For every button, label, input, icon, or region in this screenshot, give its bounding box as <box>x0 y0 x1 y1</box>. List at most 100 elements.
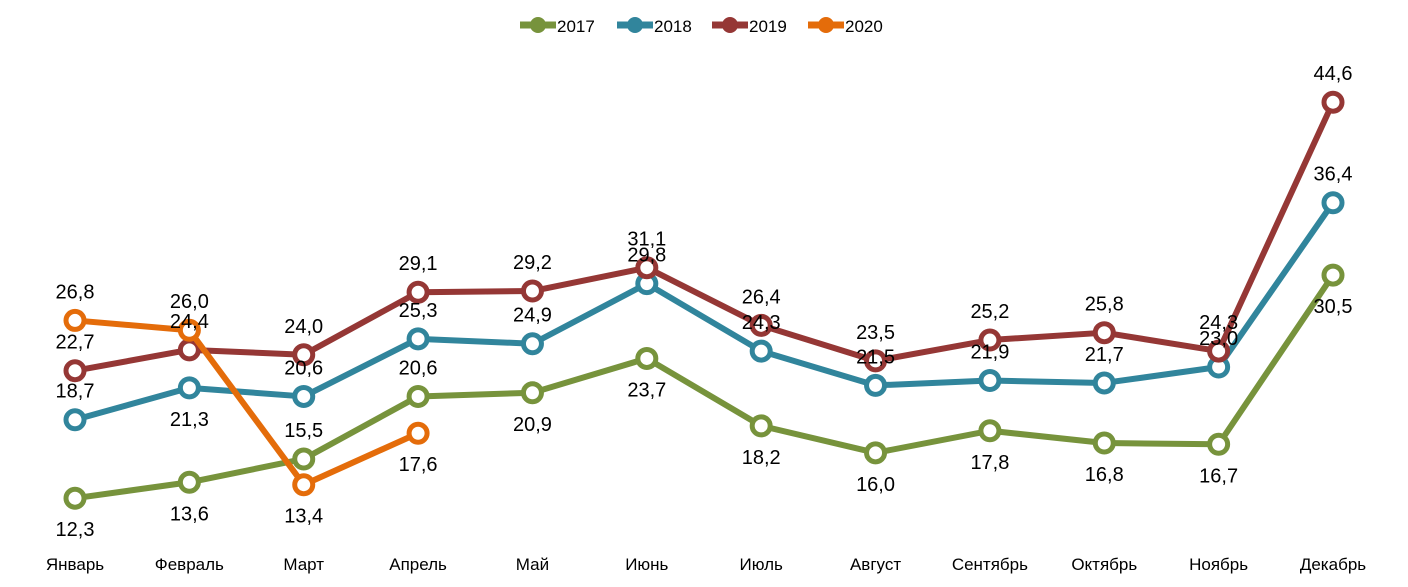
data-label-2017-9: 17,8 <box>970 452 1009 474</box>
point-2017-3 <box>292 447 316 471</box>
x-tick-label: Декабрь <box>1300 555 1366 574</box>
data-label-2018-8: 21,5 <box>856 346 895 368</box>
point-2017-9 <box>978 419 1002 443</box>
point-2017-10 <box>1092 431 1116 455</box>
data-label-2019-7: 26,4 <box>742 286 781 308</box>
legend-marker <box>722 17 738 33</box>
data-label-2018-9: 21,9 <box>970 342 1009 364</box>
data-label-2019-6: 31,1 <box>627 229 666 251</box>
data-label-2018-3: 20,6 <box>284 357 323 379</box>
data-label-2020-3: 13,4 <box>284 506 323 528</box>
point-2019-9 <box>978 328 1002 352</box>
data-label-2017-1: 12,3 <box>56 519 95 541</box>
point-2017-12 <box>1321 263 1345 287</box>
data-label-2017-2: 13,6 <box>170 503 209 525</box>
point-2017-11 <box>1207 432 1231 456</box>
point-2019-3 <box>292 343 316 367</box>
x-tick-label: Январь <box>46 555 104 574</box>
x-tick-label: Май <box>516 555 549 574</box>
point-2018-7 <box>749 339 773 363</box>
data-label-2019-8: 23,5 <box>856 322 895 344</box>
x-tick-label: Февраль <box>155 555 224 574</box>
data-label-2018-11: 23,0 <box>1199 328 1238 350</box>
point-2018-10 <box>1092 371 1116 395</box>
line-2020 <box>74 317 420 488</box>
data-label-2017-4: 20,6 <box>399 357 438 379</box>
series-lines <box>63 90 1345 510</box>
legend-marker <box>818 17 834 33</box>
series-2017 <box>63 263 1345 510</box>
legend-label: 2020 <box>845 17 883 36</box>
data-label-2020-1: 26,8 <box>56 281 95 303</box>
point-2020-2 <box>177 318 201 342</box>
data-label-2017-7: 18,2 <box>742 447 781 469</box>
data-label-2019-10: 25,8 <box>1085 294 1124 316</box>
data-labels: 12,3 13,6 15,5 20,6 20,9 23,7 18,2 16,0 17,8 16,8… <box>56 63 1353 541</box>
series-2018 <box>63 191 1345 432</box>
legend-item-2017: 2017 <box>520 17 595 36</box>
data-label-2019-5: 29,2 <box>513 252 552 274</box>
legend-marker <box>627 17 643 33</box>
series-2020 <box>63 308 430 497</box>
point-2019-4 <box>406 280 430 304</box>
data-label-2017-5: 20,9 <box>513 414 552 436</box>
legend-label: 2017 <box>557 17 595 36</box>
data-label-2018-4: 25,3 <box>399 300 438 322</box>
data-label-2019-1: 22,7 <box>56 332 95 354</box>
line-2018 <box>74 201 1336 423</box>
data-label-2020-4: 17,6 <box>399 454 438 476</box>
x-axis-tick-labels: Январь Февраль Март Апрель Май Июнь Июль Август… <box>46 555 1366 574</box>
x-tick-label: Апрель <box>389 555 447 574</box>
x-tick-label: Июль <box>739 555 783 574</box>
line-2019 <box>74 100 1336 374</box>
data-label-2019-2: 24,4 <box>170 311 209 333</box>
x-tick-label: Ноябрь <box>1189 555 1248 574</box>
point-2019-10 <box>1092 321 1116 345</box>
legend-label: 2018 <box>654 17 692 36</box>
point-2019-6 <box>635 256 659 280</box>
point-2019-8 <box>864 349 888 373</box>
data-label-2019-11: 24,3 <box>1199 312 1238 334</box>
data-label-2019-3: 24,0 <box>284 316 323 338</box>
x-tick-label: Июнь <box>625 555 668 574</box>
point-2019-5 <box>520 279 544 303</box>
legend-marker <box>530 17 546 33</box>
data-label-2019-9: 25,2 <box>970 301 1009 323</box>
data-label-2017-10: 16,8 <box>1085 464 1124 486</box>
point-2018-9 <box>978 369 1002 393</box>
legend: 2017 2018 2019 2020 <box>520 17 883 36</box>
legend-item-2019: 2019 <box>712 17 787 36</box>
point-2020-4 <box>406 421 430 445</box>
point-2017-5 <box>520 381 544 405</box>
point-2019-11 <box>1207 339 1231 363</box>
data-label-2018-6: 29,8 <box>627 245 666 267</box>
legend-label: 2019 <box>749 17 787 36</box>
point-2017-2 <box>177 470 201 494</box>
point-2017-1 <box>63 486 87 510</box>
series-2019 <box>63 90 1345 383</box>
data-label-2018-1: 18,7 <box>56 381 95 403</box>
point-2020-1 <box>63 308 87 332</box>
legend-item-2020: 2020 <box>808 17 883 36</box>
data-label-2017-12: 30,5 <box>1314 296 1353 318</box>
point-2019-7 <box>749 313 773 337</box>
data-label-2018-10: 21,7 <box>1085 344 1124 366</box>
point-2017-8 <box>864 441 888 465</box>
point-2018-8 <box>864 373 888 397</box>
data-label-2017-6: 23,7 <box>627 379 666 401</box>
data-label-2017-11: 16,7 <box>1199 465 1238 487</box>
legend-item-2018: 2018 <box>617 17 692 36</box>
point-2017-4 <box>406 384 430 408</box>
point-2018-5 <box>520 332 544 356</box>
x-tick-label: Октябрь <box>1071 555 1137 574</box>
data-label-2017-3: 15,5 <box>284 420 323 442</box>
line-2017 <box>74 273 1336 502</box>
data-label-2019-12: 44,6 <box>1314 63 1353 85</box>
point-2018-3 <box>292 384 316 408</box>
x-tick-label: Март <box>283 555 324 574</box>
point-2018-12 <box>1321 191 1345 215</box>
point-2018-4 <box>406 327 430 351</box>
data-label-2018-12: 36,4 <box>1314 164 1353 186</box>
point-2018-2 <box>177 376 201 400</box>
